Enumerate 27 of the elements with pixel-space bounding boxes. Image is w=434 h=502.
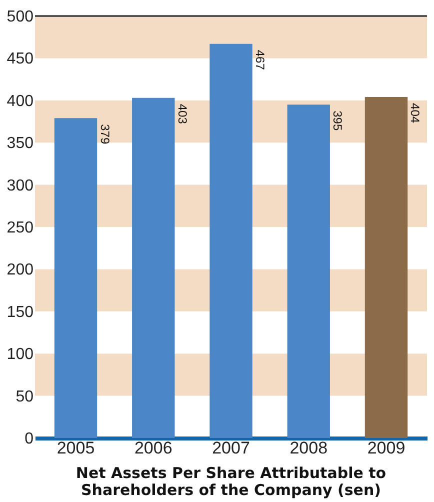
y-tick-label: 50	[16, 388, 34, 406]
y-tick-label: 500	[6, 8, 34, 26]
data-label: 404	[408, 103, 422, 124]
x-tick-label: 2009	[367, 438, 406, 458]
x-tick-label: 2008	[290, 438, 328, 458]
y-tick-label: 450	[6, 50, 34, 68]
data-label: 467	[253, 50, 267, 70]
y-tick-label: 300	[6, 177, 34, 194]
y-tick-label: 0	[24, 430, 34, 448]
bar	[287, 104, 330, 438]
x-tick-label: 2006	[134, 438, 172, 458]
y-tick-label: 400	[6, 92, 34, 110]
y-tick-label: 200	[6, 262, 34, 279]
bar	[210, 44, 252, 438]
y-tick-label: 100	[6, 346, 34, 364]
y-tick-label: 250	[6, 220, 34, 236]
bar	[54, 118, 98, 438]
bar	[132, 98, 175, 438]
data-label: 395	[330, 110, 345, 131]
y-tick-label: 150	[6, 304, 34, 321]
x-tick-label: 2007	[212, 438, 250, 458]
text: Net Assets Per Share Attributable to Shareholders of the Company (sen)	[76, 464, 386, 499]
y-tick-label: 350	[6, 135, 34, 152]
data-label: 403	[175, 104, 190, 124]
bar	[364, 97, 408, 438]
x-tick-label: 2005	[56, 438, 95, 458]
data-label: 379	[98, 124, 112, 144]
